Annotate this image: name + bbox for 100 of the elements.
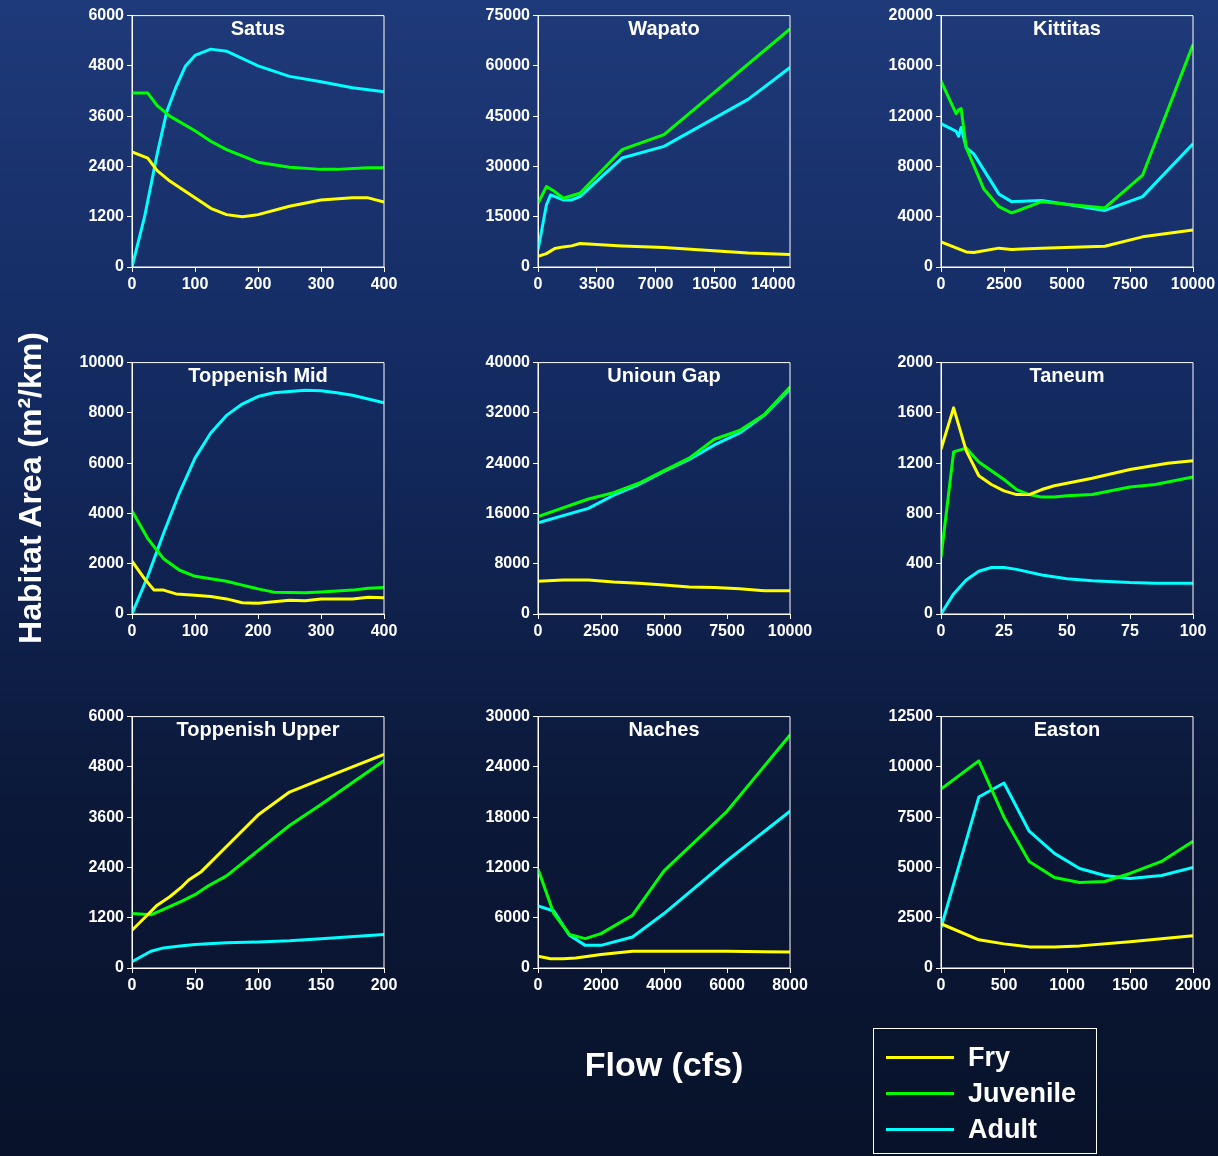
y-tick-label: 2000 bbox=[88, 554, 125, 572]
y-tick-label: 3600 bbox=[88, 807, 125, 825]
y-tick-label: 0 bbox=[521, 257, 531, 275]
x-tick-label: 2500 bbox=[986, 275, 1022, 293]
y-tick-label: 6000 bbox=[494, 908, 531, 926]
legend-label: Adult bbox=[968, 1113, 1037, 1145]
y-tick-label: 800 bbox=[906, 503, 934, 521]
y-tick-label: 8000 bbox=[88, 403, 125, 421]
y-tick-label: 2000 bbox=[897, 353, 934, 371]
x-tick-label: 200 bbox=[370, 976, 398, 994]
y-tick-label: 0 bbox=[115, 257, 125, 275]
chart-title: Wapato bbox=[628, 17, 700, 40]
x-tick-label: 0 bbox=[936, 275, 946, 293]
x-tick-label: 0 bbox=[127, 275, 137, 293]
x-tick-label: 0 bbox=[533, 622, 543, 640]
x-tick-label: 400 bbox=[370, 275, 398, 293]
x-tick-label: 8000 bbox=[772, 976, 808, 994]
chart-title: Easton bbox=[1033, 718, 1101, 741]
x-tick-label: 0 bbox=[533, 275, 543, 293]
x-tick-label: 4000 bbox=[646, 976, 682, 994]
y-tick-label: 5000 bbox=[897, 857, 934, 875]
y-tick-label: 1600 bbox=[897, 403, 934, 421]
y-tick-label: 32000 bbox=[485, 403, 531, 421]
legend-label: Fry bbox=[968, 1041, 1011, 1073]
x-tick-label: 2000 bbox=[1175, 976, 1211, 994]
y-tick-label: 12000 bbox=[888, 106, 934, 124]
x-tick-label: 0 bbox=[936, 976, 946, 994]
y-tick-label: 4000 bbox=[88, 503, 125, 521]
y-tick-label: 16000 bbox=[485, 503, 531, 521]
y-tick-label: 1200 bbox=[88, 908, 125, 926]
y-tick-label: 20000 bbox=[888, 6, 934, 24]
chart-title: Naches bbox=[628, 718, 700, 741]
x-tick-label: 300 bbox=[307, 275, 335, 293]
x-axis-title: Flow (cfs) bbox=[584, 1045, 744, 1084]
x-tick-label: 10500 bbox=[692, 275, 737, 293]
y-tick-label: 2400 bbox=[88, 156, 125, 174]
y-tick-label: 2500 bbox=[897, 908, 934, 926]
y-tick-label: 24000 bbox=[485, 453, 531, 471]
y-tick-label: 15000 bbox=[485, 207, 531, 225]
x-tick-label: 150 bbox=[307, 976, 335, 994]
x-tick-label: 7500 bbox=[1112, 275, 1148, 293]
x-tick-label: 100 bbox=[244, 976, 272, 994]
x-tick-label: 2000 bbox=[583, 976, 619, 994]
x-tick-label: 400 bbox=[370, 622, 398, 640]
y-tick-label: 6000 bbox=[88, 453, 125, 471]
x-tick-label: 10000 bbox=[767, 622, 813, 640]
x-tick-label: 0 bbox=[127, 976, 137, 994]
y-tick-label: 0 bbox=[924, 958, 934, 976]
y-tick-label: 400 bbox=[906, 554, 934, 572]
x-tick-label: 0 bbox=[936, 622, 946, 640]
y-tick-label: 0 bbox=[521, 958, 531, 976]
x-tick-label: 5000 bbox=[1049, 275, 1085, 293]
x-tick-label: 0 bbox=[533, 976, 543, 994]
x-tick-label: 7000 bbox=[637, 275, 674, 293]
x-tick-label: 300 bbox=[307, 622, 335, 640]
y-tick-label: 0 bbox=[924, 604, 934, 622]
y-tick-label: 60000 bbox=[485, 56, 531, 74]
y-tick-label: 30000 bbox=[485, 156, 531, 174]
y-tick-label: 0 bbox=[115, 604, 125, 622]
x-tick-label: 14000 bbox=[750, 275, 796, 293]
x-tick-label: 100 bbox=[1179, 622, 1207, 640]
x-tick-label: 3500 bbox=[579, 275, 615, 293]
x-tick-label: 100 bbox=[181, 622, 209, 640]
x-tick-label: 50 bbox=[186, 976, 204, 994]
x-tick-label: 2500 bbox=[583, 622, 619, 640]
chart-title: Unioun Gap bbox=[607, 364, 721, 387]
y-axis-title: Habitat Area (m²/km) bbox=[11, 332, 49, 644]
y-tick-label: 6000 bbox=[88, 707, 125, 725]
chart-title: Toppenish Upper bbox=[176, 718, 340, 741]
x-tick-label: 6000 bbox=[709, 976, 745, 994]
x-tick-label: 7500 bbox=[709, 622, 745, 640]
x-tick-label: 0 bbox=[127, 622, 137, 640]
y-tick-label: 6000 bbox=[88, 6, 125, 24]
x-tick-label: 1500 bbox=[1112, 976, 1148, 994]
y-tick-label: 18000 bbox=[485, 807, 531, 825]
y-tick-label: 30000 bbox=[485, 707, 531, 725]
y-tick-label: 10000 bbox=[888, 757, 934, 775]
y-tick-label: 4000 bbox=[897, 207, 934, 225]
y-tick-label: 12500 bbox=[888, 707, 934, 725]
y-tick-label: 1200 bbox=[88, 207, 125, 225]
y-tick-label: 8000 bbox=[897, 156, 934, 174]
y-tick-label: 75000 bbox=[485, 6, 531, 24]
chart-title: Taneum bbox=[1029, 364, 1105, 387]
x-tick-label: 50 bbox=[1058, 622, 1076, 640]
y-tick-label: 7500 bbox=[897, 807, 934, 825]
y-tick-label: 12000 bbox=[485, 857, 531, 875]
x-tick-label: 10000 bbox=[1170, 275, 1216, 293]
y-tick-label: 10000 bbox=[79, 353, 125, 371]
y-tick-label: 0 bbox=[924, 257, 934, 275]
y-tick-label: 8000 bbox=[494, 554, 531, 572]
y-tick-label: 40000 bbox=[485, 353, 531, 371]
y-tick-label: 2400 bbox=[88, 857, 125, 875]
x-tick-label: 100 bbox=[181, 275, 209, 293]
x-tick-label: 25 bbox=[995, 622, 1013, 640]
y-tick-label: 0 bbox=[521, 604, 531, 622]
chart-title: Satus bbox=[230, 17, 286, 40]
x-tick-label: 200 bbox=[244, 622, 272, 640]
x-tick-label: 5000 bbox=[646, 622, 682, 640]
y-tick-label: 0 bbox=[115, 958, 125, 976]
y-tick-label: 4800 bbox=[88, 757, 125, 775]
